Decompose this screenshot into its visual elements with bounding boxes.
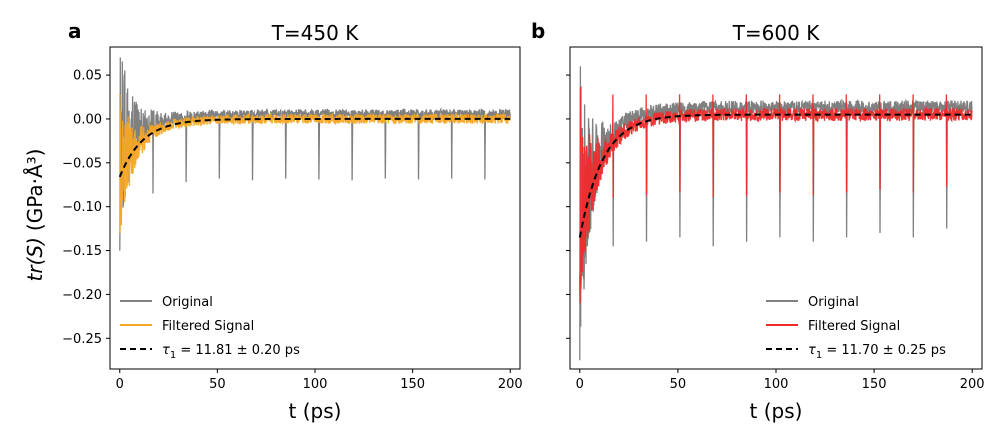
panel-a-legend: Original Filtered Signal τ1 = 11.81 ± 0.20… — [120, 295, 300, 361]
panel-b-x-tick-label: 0 — [576, 377, 584, 392]
panel-a-y-tick-label: −0.10 — [62, 200, 102, 215]
panel-b-axes-frame — [569, 46, 983, 370]
panel-a-y-tick-label: −0.25 — [62, 332, 102, 347]
panel-b-x-tick-label: 50 — [670, 377, 687, 392]
panel-b-xlabel: t (ps) — [750, 399, 803, 423]
panel-b-series-filtered — [579, 86, 973, 304]
panel-b-x-tick-label: 150 — [862, 377, 887, 392]
panel-b-legend-label: τ1 = 11.70 ± 0.25 ps — [808, 343, 946, 361]
panel-b-series-fit — [578, 113, 973, 238]
panel-a-title: T=450 K — [271, 21, 360, 45]
panel-a-legend-label: τ1 = 11.81 ± 0.20 ps — [162, 343, 300, 361]
panel-b-legend: Original Filtered Signal τ1 = 11.70 ± 0.25… — [766, 295, 946, 361]
panel-letter-b: b — [531, 19, 545, 43]
panel-a-series-fit — [118, 117, 511, 178]
panel-b-plot-area: 0 50 100 150 200 — [566, 46, 985, 392]
panel-a-series-group — [118, 57, 511, 251]
panel-a-y-tick-label: −0.05 — [62, 156, 102, 171]
panel-b-series-group — [578, 66, 973, 361]
panel-a-xlabel: t (ps) — [289, 399, 342, 423]
panel-b-x-tick-label: 200 — [960, 377, 985, 392]
y-axis-label-units: (GPa·Å³) — [23, 149, 47, 232]
y-axis-label-variable: tr(S) — [23, 237, 47, 281]
panel-b-title: T=600 K — [732, 21, 821, 45]
panel-a-x-tick-label: 50 — [209, 377, 226, 392]
panel-b-x-tick-label: 100 — [764, 377, 789, 392]
panel-a-x-tick-label: 100 — [303, 377, 328, 392]
panel-a: a T=450 K 0 50 100 150 200 −0.25 −0.20 −0.15 −0.… — [23, 19, 523, 423]
panel-a-y-tick-label: 0.00 — [73, 112, 102, 127]
panel-b-legend-label: Filtered Signal — [808, 319, 900, 334]
panel-a-x-tick-label: 200 — [498, 377, 523, 392]
panel-a-legend-label: Original — [162, 295, 213, 310]
panel-b-legend-label: Original — [808, 295, 859, 310]
panel-a-plot-area: 0 50 100 150 200 −0.25 −0.20 −0.15 −0.10 −0.05 0.0… — [62, 46, 523, 392]
panel-a-y-tick-label: 0.05 — [73, 69, 102, 84]
panel-a-series-original — [119, 57, 511, 251]
panel-letter-a: a — [68, 19, 82, 43]
y-axis-label: tr(S) (GPa·Å³) — [23, 149, 47, 282]
panel-a-x-tick-label: 150 — [400, 377, 425, 392]
panel-a-x-tick-label: 0 — [116, 377, 124, 392]
panel-b: b T=600 K 0 50 100 150 200 t (ps) Original Fi… — [531, 19, 985, 423]
panel-a-y-tick-label: −0.15 — [62, 244, 102, 259]
panel-a-y-tick-label: −0.20 — [62, 288, 102, 303]
panel-a-legend-label: Filtered Signal — [162, 319, 254, 334]
panel-a-series-filtered — [119, 94, 511, 234]
